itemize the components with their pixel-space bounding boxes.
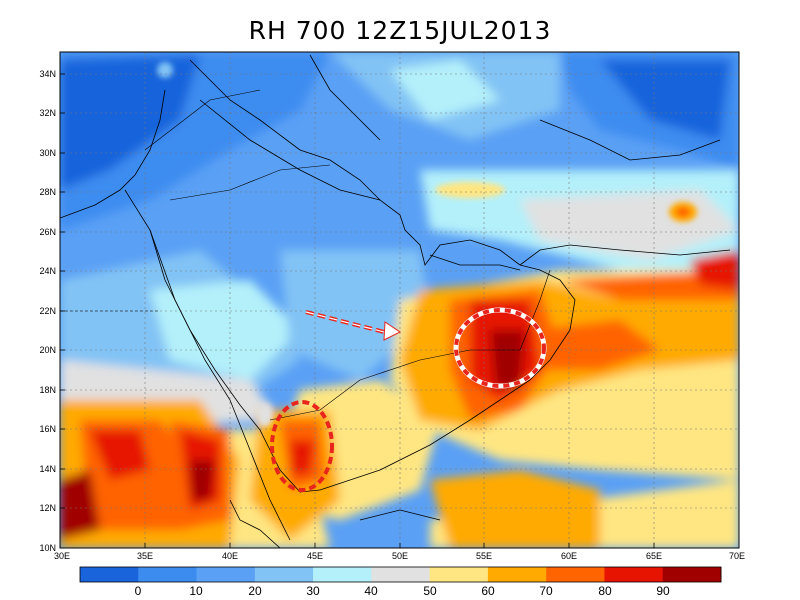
colorbar-label-30: 30: [306, 584, 320, 598]
lat-label-24n: 24N: [39, 266, 56, 276]
colorbar-swatch: [604, 567, 664, 582]
lon-label-40e: 40E: [222, 551, 238, 561]
lat-label-18n: 18N: [39, 385, 56, 395]
lon-label-70e: 70E: [729, 551, 745, 561]
colorbar-swatch: [138, 567, 198, 582]
colorbar-swatch: [371, 567, 431, 582]
lat-label-34n: 34N: [39, 69, 56, 79]
colorbar-label-50: 50: [423, 584, 437, 598]
lon-label-50e: 50E: [392, 551, 408, 561]
lon-label-60e: 60E: [561, 551, 577, 561]
lat-label-16n: 16N: [39, 424, 56, 434]
lon-label-45e: 45E: [307, 551, 323, 561]
colorbar-swatch: [196, 567, 256, 582]
colorbar-swatch: [662, 567, 722, 582]
lat-label-10n: 10N: [39, 543, 56, 553]
colorbar-swatch: [546, 567, 605, 582]
colorbar: 0 10 20 30 40 50 60 70 80 90: [79, 566, 722, 598]
colorbar-label-20: 20: [248, 584, 262, 598]
colorbar-swatch: [429, 567, 489, 582]
colorbar-frame: [79, 566, 722, 583]
map-title: RH 700 12Z15JUL2013: [248, 16, 552, 45]
lon-label-35e: 35E: [137, 551, 153, 561]
political-borders: [60, 89, 551, 421]
plot-frame: [59, 51, 740, 549]
flow-arrow: [305, 310, 401, 341]
graticule: [60, 52, 739, 548]
longitude-labels: 30E 35E 40E 45E 50E 55E 60E 65E 70E: [54, 551, 745, 561]
lat-label-28n: 28N: [39, 187, 56, 197]
lat-label-14n: 14N: [39, 464, 56, 474]
colorbar-swatch: [313, 567, 372, 582]
lat-label-20n: 20N: [39, 345, 56, 355]
colorbar-swatches: [80, 567, 722, 582]
colorbar-label-0: 0: [135, 584, 142, 598]
colorbar-label-70: 70: [539, 584, 553, 598]
colorbar-label-80: 80: [598, 584, 612, 598]
coastlines: [60, 54, 731, 548]
lon-label-30e: 30E: [54, 551, 70, 561]
colorbar-swatch: [80, 567, 139, 582]
lon-label-55e: 55E: [476, 551, 492, 561]
colorbar-swatch: [254, 567, 314, 582]
colorbar-swatch: [487, 567, 547, 582]
colorbar-labels: 0 10 20 30 40 50 60 70 80 90: [135, 584, 670, 598]
lat-label-26n: 26N: [39, 227, 56, 237]
lat-label-22n: 22N: [39, 306, 56, 316]
lat-label-30n: 30N: [39, 148, 56, 158]
axis-ticks: [60, 73, 655, 548]
colorbar-label-10: 10: [189, 584, 203, 598]
rh-shading: [60, 52, 739, 548]
latitude-labels: 34N 32N 30N 28N 26N 24N 22N 20N 18N 16N …: [39, 69, 56, 553]
lon-label-65e: 65E: [646, 551, 662, 561]
colorbar-label-40: 40: [364, 584, 378, 598]
lat-label-12n: 12N: [39, 503, 56, 513]
colorbar-label-60: 60: [481, 584, 495, 598]
highlight-circle-yemen: [270, 400, 334, 492]
colorbar-label-90: 90: [656, 584, 670, 598]
lat-label-32n: 32N: [39, 108, 56, 118]
